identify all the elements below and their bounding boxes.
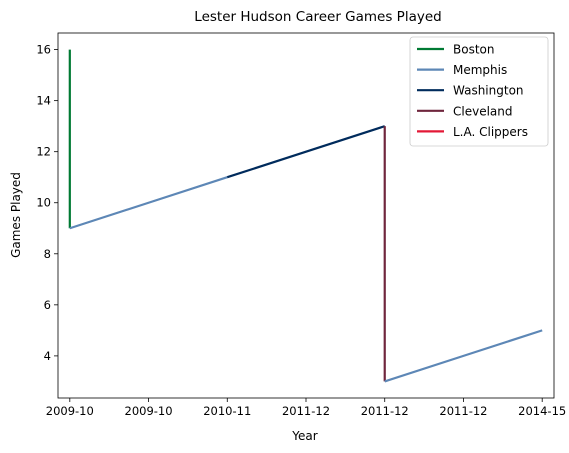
- y-tick-label: 14: [36, 94, 51, 108]
- legend-label: Memphis: [453, 63, 507, 77]
- x-tick-label: 2009-10: [46, 404, 94, 418]
- x-tick-label: 2011-12: [439, 404, 487, 418]
- legend-label: L.A. Clippers: [453, 125, 528, 139]
- y-tick-label: 8: [44, 247, 51, 261]
- y-axis-label: Games Played: [9, 172, 23, 258]
- y-tick-label: 16: [36, 43, 51, 57]
- series-layer: [68, 49, 543, 383]
- x-tick-label: 2010-11: [203, 404, 251, 418]
- legend-box: [409, 36, 549, 147]
- x-tick-label: 2011-12: [361, 404, 409, 418]
- x-axis-label: Year: [291, 429, 317, 443]
- y-tick-label: 10: [36, 196, 51, 210]
- y-tick-label: 4: [44, 349, 51, 363]
- legend-label: Boston: [453, 43, 494, 57]
- series-line-memphis: [384, 329, 543, 383]
- x-tick-label: 2014-15: [518, 404, 566, 418]
- plot-frame: [57, 32, 555, 399]
- axes: 2009-10 2009-10 2010-11 2011-12 2011-12 2011-…: [36, 43, 566, 418]
- y-tick-label: 12: [36, 145, 51, 159]
- x-tick-label: 2011-12: [282, 404, 330, 418]
- legend-label: Washington: [453, 84, 524, 98]
- x-tick-label: 2009-10: [125, 404, 173, 418]
- legend-label: Cleveland: [453, 104, 513, 118]
- y-tick-label: 6: [44, 298, 51, 312]
- series-line-memphis: [69, 176, 228, 230]
- chart-title: Lester Hudson Career Games Played: [194, 9, 441, 25]
- series-line-washington: [226, 125, 386, 179]
- legend: Boston Memphis Washington Cleveland L.A. Cli…: [409, 36, 549, 147]
